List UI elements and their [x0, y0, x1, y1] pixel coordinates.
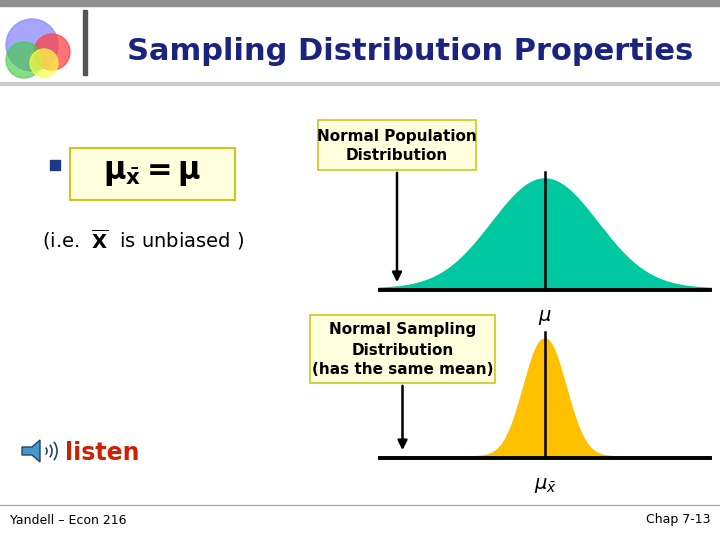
- Bar: [0, 85, 720, 540]
- Text: $\mu_{\bar{x}}$: $\mu_{\bar{x}}$: [534, 476, 557, 495]
- Circle shape: [34, 34, 70, 70]
- Text: (has the same mean): (has the same mean): [312, 362, 493, 377]
- Text: listen: listen: [65, 441, 140, 465]
- Text: Sampling Distribution Properties: Sampling Distribution Properties: [127, 37, 693, 66]
- Text: Normal Sampling: Normal Sampling: [329, 322, 476, 338]
- Circle shape: [6, 19, 58, 71]
- Text: $\mu$: $\mu$: [538, 308, 552, 327]
- Circle shape: [6, 42, 42, 78]
- Bar: [83, 10, 86, 75]
- Bar: [50, 160, 60, 170]
- Text: Normal Population: Normal Population: [317, 129, 477, 144]
- Polygon shape: [22, 440, 40, 462]
- FancyBboxPatch shape: [310, 315, 495, 383]
- FancyBboxPatch shape: [70, 148, 235, 200]
- Text: Distribution: Distribution: [346, 147, 448, 163]
- Text: $\mathbf{\mu_{\bar{x}} = \mu}$: $\mathbf{\mu_{\bar{x}} = \mu}$: [104, 159, 202, 188]
- Text: Yandell – Econ 216: Yandell – Econ 216: [10, 514, 127, 526]
- FancyBboxPatch shape: [318, 120, 476, 170]
- Bar: [0, 6, 720, 82]
- Bar: [0, 82, 720, 85]
- Text: Chap 7-13: Chap 7-13: [646, 514, 710, 526]
- Bar: [0, 0, 720, 6]
- Text: (i.e.  $\mathbf{\overline{X}}$  is unbiased ): (i.e. $\mathbf{\overline{X}}$ is unbiase…: [42, 227, 244, 252]
- Text: Distribution: Distribution: [351, 343, 454, 358]
- Circle shape: [30, 49, 58, 77]
